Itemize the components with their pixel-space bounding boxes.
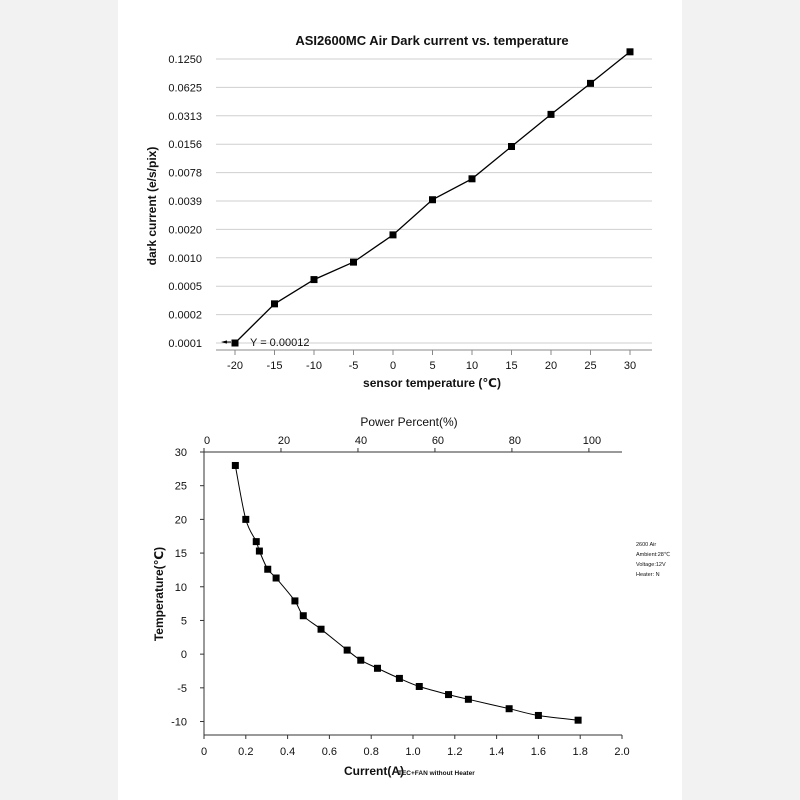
chart1-data-point (310, 276, 318, 284)
chart1-data-point (429, 196, 436, 204)
chart1-x-tick-label: 20 (545, 360, 557, 372)
chart1-x-tick-label: -15 (267, 360, 283, 372)
chart1-y-tick-label: 0.1250 (168, 54, 202, 66)
chart2-data-point (317, 625, 325, 633)
chart1-y-tick-label: 0.0039 (168, 196, 202, 208)
chart1-data-point (626, 48, 634, 56)
chart2-x-tick-label: 1.8 (573, 746, 588, 758)
chart1-annotation-arrow (221, 340, 227, 344)
chart1-title: ASI2600MC Air Dark current vs. temperatu… (295, 33, 568, 48)
chart2-data-point (415, 682, 423, 690)
chart2-y-tick-label: 20 (175, 514, 187, 526)
chart2-data-point (464, 695, 472, 703)
chart2-top-tick-label: 20 (278, 435, 290, 447)
chart2-data-point (534, 711, 542, 719)
chart1-y-tick-label: 0.0156 (168, 139, 202, 151)
chart1-x-tick-label: 25 (584, 360, 596, 372)
chart2-data-point (373, 664, 381, 672)
chart2-data-point (505, 705, 513, 713)
chart1-x-label: sensor temperature (℃) (363, 376, 501, 390)
chart2-top-tick-label: 60 (432, 435, 444, 447)
chart2-x-label-note: TEC+FAN without Heater (398, 770, 475, 777)
chart2-data-point (357, 656, 365, 664)
chart1-y-tick-label: 0.0001 (168, 338, 202, 350)
chart2-x-tick-label: 0.8 (364, 746, 379, 758)
chart2-x-tick-label: 1.4 (489, 746, 504, 758)
chart1-y-tick-label: 0.0625 (168, 82, 202, 94)
chart2-top-tick-label: 80 (509, 435, 521, 447)
chart2-y-tick-label: 10 (175, 582, 187, 594)
chart2-x-tick-label: 1.2 (447, 746, 462, 758)
chart2-info-line: Voltage:12V (636, 562, 666, 568)
chart2-data-point (272, 574, 280, 582)
chart1-y-tick-label: 0.0010 (168, 253, 202, 265)
chart1-y-tick-label: 0.0005 (168, 281, 202, 293)
chart1-y-tick-label: 0.0313 (168, 111, 202, 123)
chart2-x-tick-label: 1.0 (405, 746, 420, 758)
chart2-data-point (242, 515, 250, 523)
chart1-annotation: Y = 0.00012 (250, 337, 309, 349)
chart1-y-tick-label: 0.0078 (168, 168, 202, 180)
chart1-x-tick-label: -10 (306, 360, 322, 372)
chart1-data-point (587, 79, 594, 87)
chart1-x-tick-label: 0 (390, 360, 396, 372)
chart1-y-label: dark current (e/s/pix) (145, 147, 159, 266)
chart2-x-tick-label: 0 (201, 746, 207, 758)
chart2-top-axis-label: Power Percent(%) (360, 415, 457, 429)
chart2-y-tick-label: -10 (171, 717, 187, 729)
chart2-x-tick-label: 0.6 (322, 746, 337, 758)
chart2-y-tick-label: 0 (181, 649, 187, 661)
chart2-data-point (231, 461, 239, 469)
chart2-top-tick-label: 0 (204, 435, 210, 447)
chart2-y-tick-label: 30 (175, 447, 187, 459)
chart2-series-curve (234, 465, 579, 721)
chart2-x-tick-label: 0.2 (238, 746, 253, 758)
chart2-y-tick-label: 25 (175, 481, 187, 493)
chart2-y-tick-label: 15 (175, 548, 187, 560)
chart2-info-line: 2600 Air (636, 542, 656, 548)
chart2-info-line: Heater: N (636, 572, 660, 578)
chart2-top-tick-label: 40 (355, 435, 367, 447)
chart2-info-line: Ambient:28℃ (636, 551, 670, 558)
chart2-y-label: Temperature(℃) (152, 547, 166, 641)
chart2-y-tick-label: -5 (177, 683, 187, 695)
chart2-x-tick-label: 2.0 (614, 746, 629, 758)
chart1-x-tick-label: -5 (349, 360, 359, 372)
chart-sheet (118, 0, 682, 800)
chart1-x-tick-label: 5 (429, 360, 435, 372)
chart2-data-point (299, 612, 307, 620)
chart1-data-point (271, 300, 278, 308)
chart2-x-tick-label: 0.4 (280, 746, 295, 758)
chart2-data-point (252, 538, 260, 546)
chart1-data-point (350, 258, 357, 266)
chart1-data-point (468, 175, 476, 183)
chart2-data-point (255, 547, 263, 555)
chart2-x-tick-label: 1.6 (531, 746, 546, 758)
chart1-data-point (547, 110, 555, 118)
chart2-top-tick-label: 100 (583, 435, 601, 447)
chart2-data-point (291, 597, 299, 605)
chart2-data-point (574, 716, 582, 724)
chart1-y-tick-label: 0.0002 (168, 310, 202, 322)
chart1-x-tick-label: 30 (624, 360, 636, 372)
chart2-x-label: Current(A) (344, 764, 404, 778)
chart1-x-tick-label: -20 (227, 360, 243, 372)
chart1-data-point (508, 143, 515, 151)
chart1-x-tick-label: 10 (466, 360, 478, 372)
chart1-data-point (231, 339, 239, 347)
chart2-y-tick-label: 5 (181, 615, 187, 627)
chart2-data-point (343, 646, 351, 654)
chart1-y-tick-label: 0.0020 (168, 224, 202, 236)
cooling-chart: Power Percent(%) 0 20 40 60 80 100 -10 -5 0 5 10 1… (152, 415, 670, 778)
dark-current-chart: ASI2600MC Air Dark current vs. temperatu… (145, 33, 652, 390)
chart1-data-point (389, 231, 397, 239)
chart1-x-tick-label: 15 (505, 360, 517, 372)
chart2-data-point (264, 565, 272, 573)
chart2-data-point (395, 674, 403, 682)
chart2-data-point (445, 691, 453, 699)
